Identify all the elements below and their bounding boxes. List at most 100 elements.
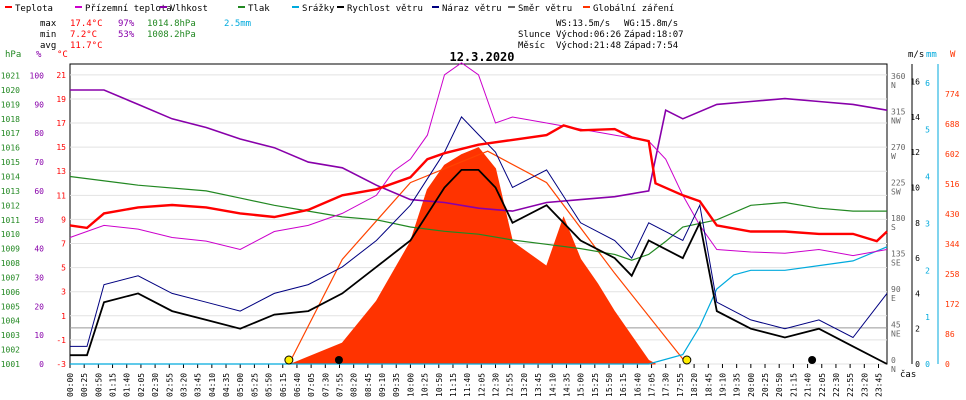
stats-block: max 17.4°C 97% 1014.8hPa 2.5mm min 7.2°C… [40,19,251,51]
pressure-line [69,175,887,261]
x-tick-label: 18:20 [690,373,699,397]
hpa-axis-label: hPa [5,50,21,60]
stat-min-temp: 7.2°C [70,30,97,40]
x-tick-label: 03:20 [179,373,188,397]
legend-swatch [5,6,12,8]
degc-tick: -1 [56,336,66,345]
pct-tick: 60 [34,187,44,196]
hpa-tick: 1005 [1,302,20,311]
legend-label: Srážky [302,4,335,14]
dir-name: SE [891,258,901,267]
x-tick-label: 17:55 [676,373,685,397]
hpa-tick: 1017 [1,129,20,138]
degc-tick: 15 [56,143,66,152]
x-tick-label: 21:15 [789,373,798,397]
wind-speed-line [70,168,888,365]
pct-axis-label: % [36,50,42,60]
x-tick-label: 13:20 [520,373,529,397]
legend-swatch [75,6,82,8]
pct-tick: 50 [34,216,44,225]
degc-axis-label: °C [57,50,68,60]
x-tick-label: 11:40 [463,373,472,397]
dir-name: NW [891,116,901,125]
stat-min-press: 1008.2hPa [147,30,196,40]
wind-sun-moon-info: WS:13.5m/s WG:15.8m/s Slunce Východ:06:2… [518,19,684,51]
sunrise-marker [284,355,294,365]
x-tick-label: 19:35 [733,373,742,397]
legend-label: Rychlost větru [347,4,423,14]
degc-tick: 3 [61,288,66,297]
degc-tick: 11 [56,191,66,200]
dir-tick: 90 [891,285,901,294]
plot-area [69,62,888,365]
pct-tick: 70 [34,158,44,167]
hpa-tick: 1009 [1,245,20,254]
wm2-tick: 774 [945,90,960,99]
x-tick-label: 21:40 [804,373,813,397]
legend-label: Směr větru [518,4,572,14]
stat-max-hum: 97% [118,19,135,29]
stat-max-press: 1014.8hPa [147,19,196,29]
mm-tick: 6 [925,79,930,88]
hpa-tick: 1010 [1,230,20,239]
x-tick-label: 00:00 [66,373,75,397]
mm-tick: 5 [925,126,930,135]
wind-gust-max: WG:15.8m/s [624,19,678,29]
hpa-tick: 1006 [1,288,20,297]
legend-label: Vlhkost [170,4,208,14]
legend-label: Tlak [248,4,270,14]
moonrise-marker [808,356,817,364]
x-axis-label: čas [900,369,916,380]
legend-swatch [337,6,344,8]
hpa-tick: 1019 [1,100,20,109]
hpa-tick: 1021 [1,72,20,81]
legend-label: Teplota [15,4,53,14]
x-tick-label: 16:15 [619,373,628,397]
x-tick-label: 00:50 [94,373,103,397]
stat-min-label: min [40,30,56,40]
x-tick-label: 09:10 [378,373,387,397]
stat-max-rain: 2.5mm [224,19,251,29]
x-tick-label: 15:25 [591,373,600,397]
ms-tick: 6 [915,254,920,263]
pct-tick: 100 [30,72,45,81]
x-tick-label: 14:10 [548,373,557,397]
x-tick-label: 01:15 [109,373,118,397]
dir-tick: 135 [891,249,906,258]
pct-tick: 90 [34,100,44,109]
stat-avg-label: avg [40,41,56,51]
degc-tick: 9 [61,215,66,224]
x-tick-label: 23:45 [874,373,883,397]
stat-avg-temp: 11.7°C [70,41,103,51]
x-tick-label: 12:05 [477,373,486,397]
legend-swatch [238,6,245,8]
ms-tick: 12 [910,148,920,157]
x-tick-label: 02:30 [151,373,160,397]
x-tick-label: 06:40 [293,373,302,397]
x-tick-label: 10:50 [435,373,444,397]
x-tick-label: 02:55 [165,373,174,397]
dir-tick: 270 [891,143,906,152]
legend-swatch [508,6,515,8]
x-tick-label: 07:55 [335,373,344,397]
hpa-tick: 1008 [1,259,20,268]
hpa-tick: 1013 [1,187,20,196]
sun-set: Západ:18:07 [624,30,684,40]
hpa-tick: 1020 [1,86,20,95]
moon-label: Měsíc [518,41,545,51]
ms-tick: 14 [910,113,920,122]
x-tick-label: 11:15 [449,373,458,397]
mm-tick: 3 [925,219,930,228]
x-tick-label: 22:55 [846,373,855,397]
x-tick-label: 17:30 [662,373,671,397]
wm2-tick: 516 [945,180,960,189]
x-tick-label: 20:25 [761,373,770,397]
moon-set: Západ:7:54 [624,41,678,51]
wm2-tick: 258 [945,270,960,279]
dir-tick: 0 [891,356,896,365]
humidity-line [70,89,888,212]
x-tick-label: 15:50 [605,373,614,397]
stat-min-hum: 53% [118,30,135,40]
